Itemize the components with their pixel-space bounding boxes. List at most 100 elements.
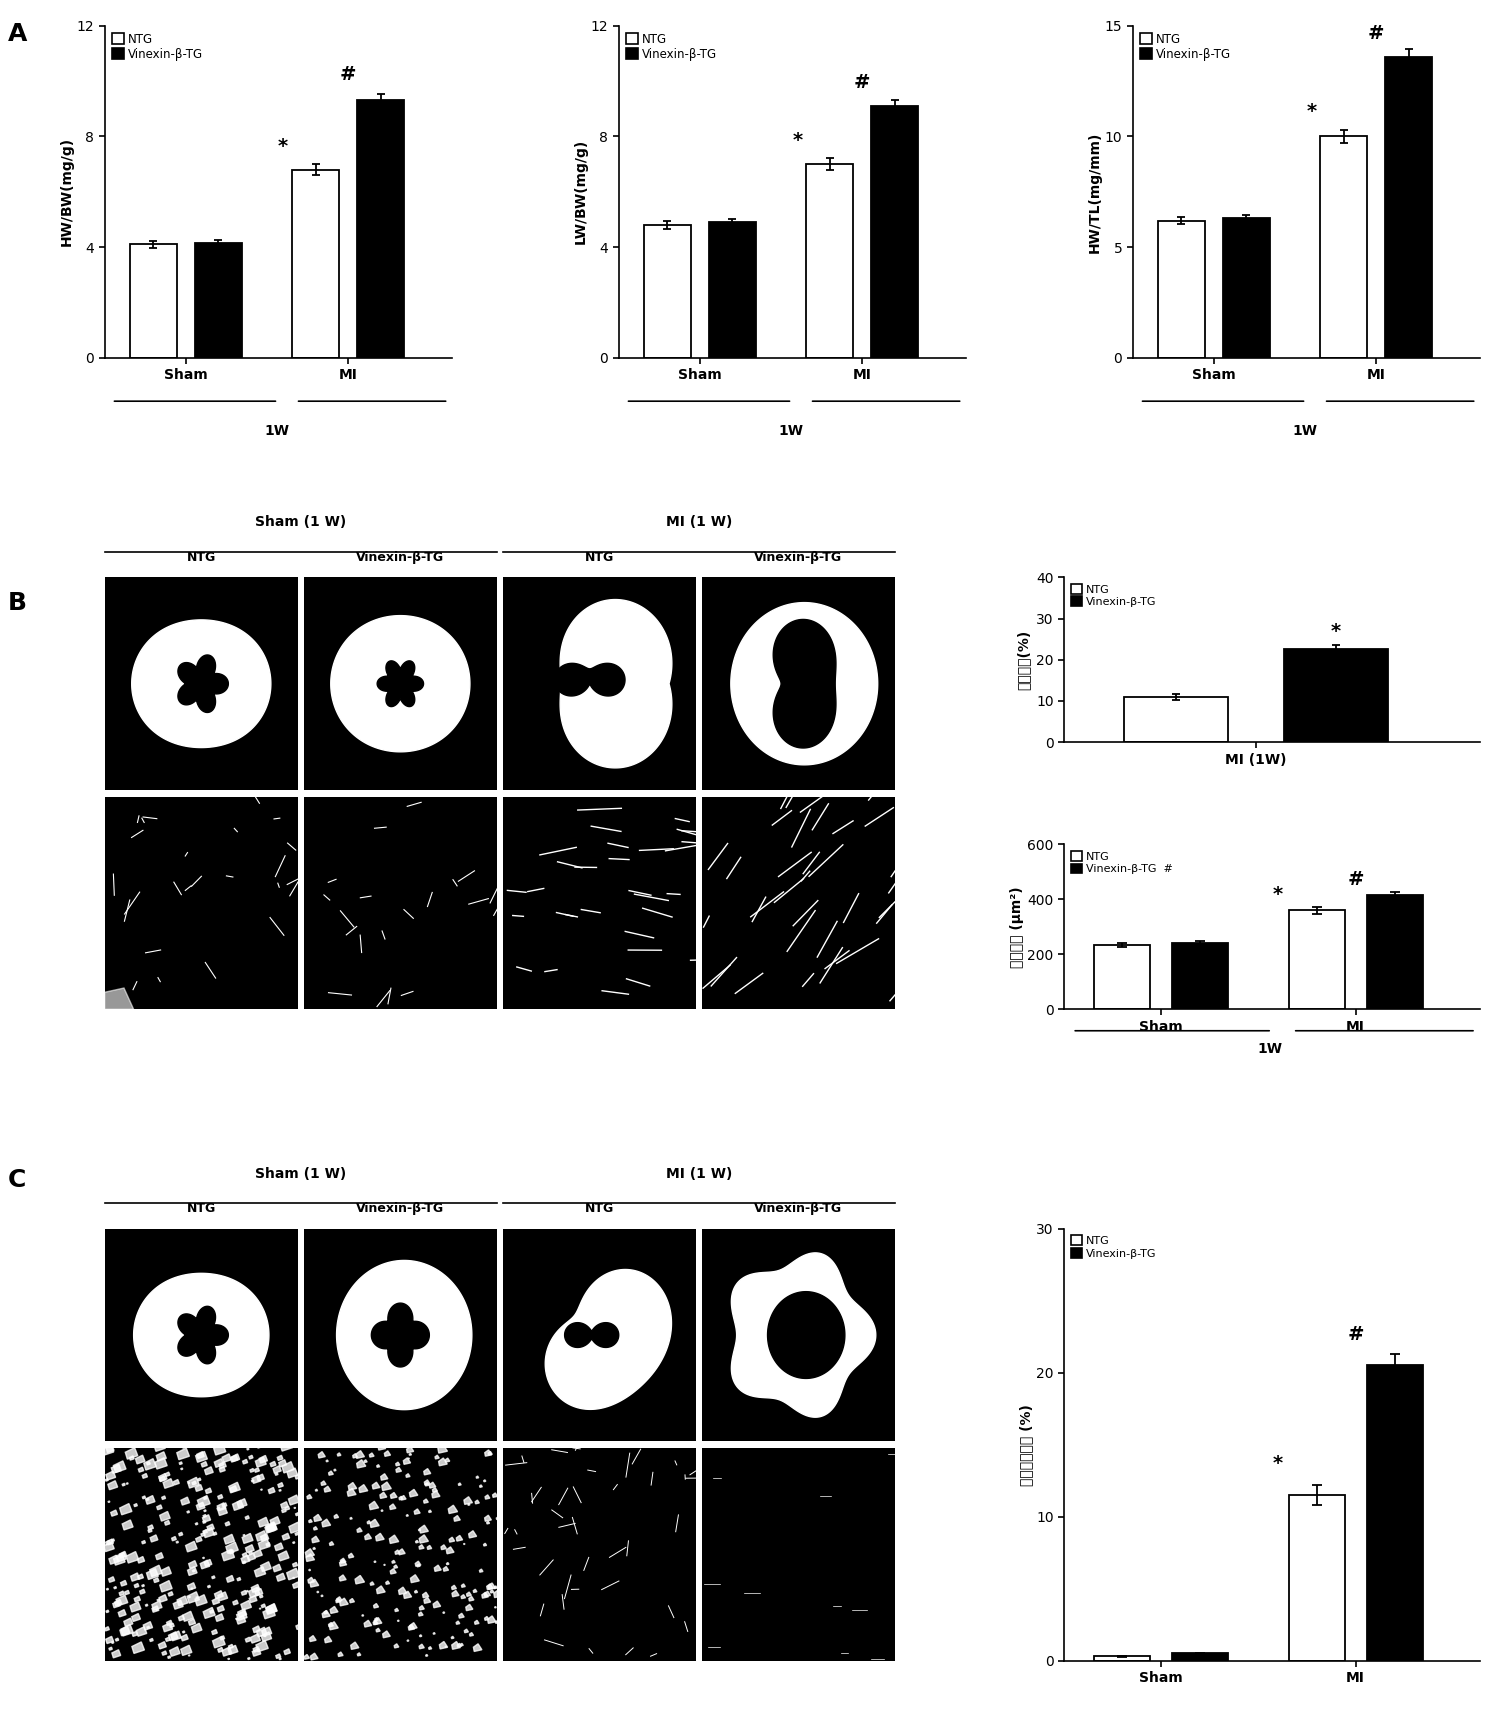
Polygon shape [456,1621,460,1625]
Polygon shape [368,1520,371,1524]
Polygon shape [336,1260,472,1409]
Polygon shape [377,1585,386,1594]
Polygon shape [112,1642,114,1644]
Polygon shape [395,1565,398,1568]
Bar [1289,1495,1344,1661]
Bar [709,223,755,358]
Y-axis label: LW/BW(mg/g): LW/BW(mg/g) [574,139,588,245]
Y-axis label: 左室胶原面积 (%): 左室胶原面积 (%) [1020,1404,1033,1486]
Polygon shape [416,1541,419,1543]
Polygon shape [229,1483,241,1493]
Polygon shape [142,1496,145,1498]
Polygon shape [147,1462,150,1465]
Polygon shape [193,1570,194,1572]
Polygon shape [410,1453,411,1455]
Text: *: * [1272,885,1283,904]
Polygon shape [245,1544,254,1553]
Polygon shape [474,1620,478,1625]
Polygon shape [281,1501,289,1508]
Polygon shape [120,1503,132,1515]
Text: NTG: NTG [585,1202,614,1216]
Polygon shape [256,1640,268,1652]
Polygon shape [429,1510,432,1512]
Polygon shape [197,1452,205,1459]
Polygon shape [275,1543,283,1551]
Polygon shape [253,1647,259,1652]
Polygon shape [106,1479,108,1481]
Text: #: # [1347,870,1363,889]
Text: 1W: 1W [779,425,803,438]
Polygon shape [420,1635,422,1637]
Polygon shape [212,1597,220,1604]
Polygon shape [266,1522,277,1532]
Polygon shape [484,1590,490,1597]
Polygon shape [460,1594,465,1599]
Polygon shape [106,1541,111,1544]
Polygon shape [329,1623,333,1626]
Polygon shape [132,1642,145,1654]
Polygon shape [220,1635,224,1640]
Polygon shape [561,599,671,769]
Polygon shape [253,1649,260,1656]
Polygon shape [353,1453,357,1459]
Polygon shape [469,1633,474,1637]
Polygon shape [150,1638,152,1642]
Polygon shape [196,1501,205,1510]
Polygon shape [417,1565,420,1566]
Polygon shape [106,1637,114,1644]
Polygon shape [145,1604,148,1606]
Polygon shape [254,1589,263,1596]
Polygon shape [118,1609,126,1616]
Polygon shape [481,1592,489,1599]
Polygon shape [451,1637,454,1638]
Polygon shape [254,1467,260,1472]
Polygon shape [253,1626,260,1633]
Polygon shape [278,1460,287,1467]
Polygon shape [120,1590,124,1596]
Polygon shape [142,1474,148,1477]
Polygon shape [169,1647,179,1656]
Polygon shape [247,1553,256,1561]
Polygon shape [260,1534,269,1541]
Polygon shape [103,1445,114,1455]
Polygon shape [480,1570,483,1572]
Y-axis label: HW/TL(mg/mm): HW/TL(mg/mm) [1088,132,1102,253]
Polygon shape [230,1486,238,1493]
Polygon shape [309,1520,312,1522]
Polygon shape [289,1522,300,1534]
Polygon shape [138,1556,145,1563]
Bar [292,169,339,358]
Polygon shape [121,1580,127,1585]
Polygon shape [410,1623,417,1630]
Polygon shape [212,1575,215,1578]
Polygon shape [200,1532,205,1536]
Polygon shape [148,1529,152,1532]
Polygon shape [155,1457,167,1469]
Polygon shape [309,1635,315,1642]
Polygon shape [275,1654,281,1659]
Polygon shape [203,1529,208,1534]
Polygon shape [163,1479,173,1488]
Polygon shape [416,1561,422,1566]
Polygon shape [329,1621,338,1630]
Polygon shape [396,1467,402,1472]
Polygon shape [446,1459,450,1462]
Polygon shape [161,1496,166,1500]
Polygon shape [124,1590,130,1594]
Polygon shape [114,1251,289,1418]
Polygon shape [256,1457,266,1467]
Polygon shape [221,1549,235,1561]
Polygon shape [324,1637,332,1644]
Polygon shape [371,1519,380,1527]
Polygon shape [203,1608,215,1618]
Y-axis label: HW/BW(mg/g): HW/BW(mg/g) [60,137,73,247]
Polygon shape [277,1455,283,1460]
Polygon shape [111,1510,118,1517]
Polygon shape [324,1611,327,1614]
Polygon shape [114,1554,126,1565]
Polygon shape [314,1527,317,1531]
Polygon shape [475,1500,480,1503]
Polygon shape [117,1553,127,1561]
Text: Sham (1 W): Sham (1 W) [256,515,347,529]
Polygon shape [112,1601,120,1608]
